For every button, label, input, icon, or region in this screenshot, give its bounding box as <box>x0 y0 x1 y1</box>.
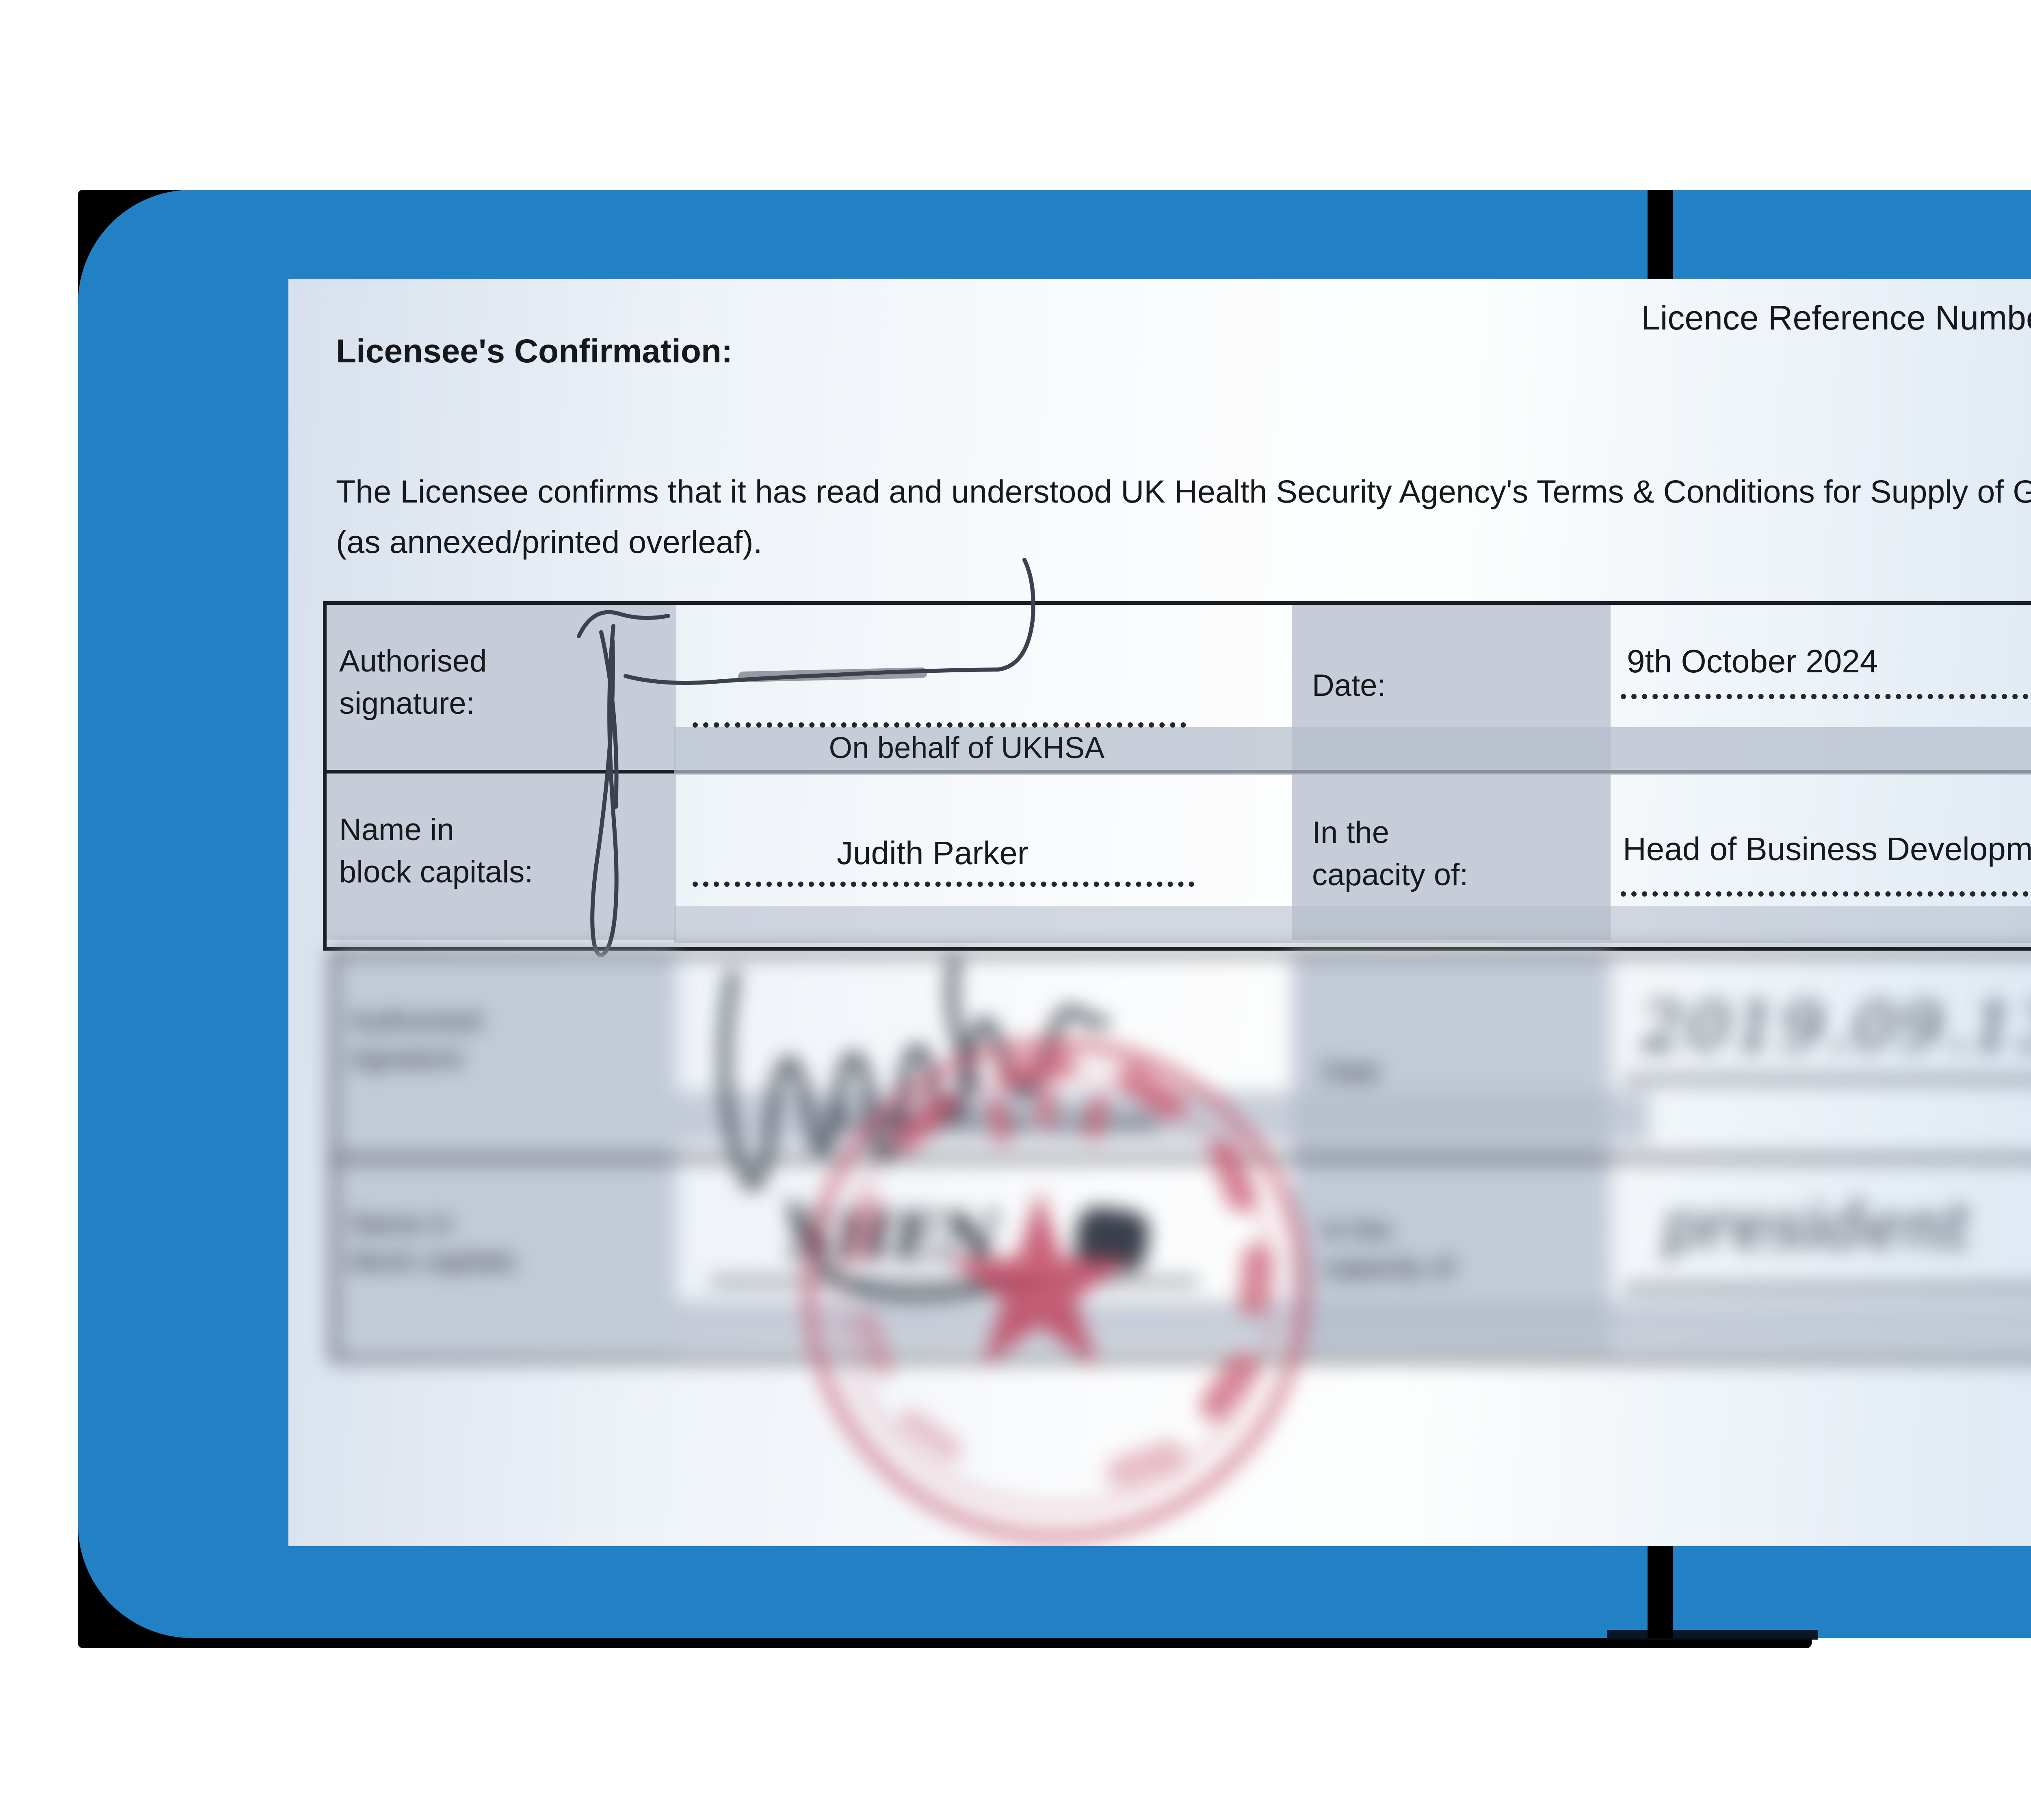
scanned-document: Licence Reference Number: BE20/123 Licen… <box>288 279 2031 1546</box>
handwritten-signature <box>577 558 1035 958</box>
signature-table <box>323 601 2031 951</box>
label-cell-authorised-signature <box>327 605 676 770</box>
capacity-dotted-line <box>1621 891 2031 897</box>
scan-band <box>674 906 2031 943</box>
name-label: Name in block capitals: <box>339 812 533 889</box>
confirmation-paragraph: The Licensee confirms that it has read a… <box>336 473 2031 560</box>
date-value: 9th October 2024 <box>1627 643 1878 679</box>
scan-band <box>674 727 2031 775</box>
on-behalf-note: On behalf of UKHSA <box>829 731 1105 765</box>
signature-dotted-line <box>693 722 1186 728</box>
page-title: Licensee's Confirmation: <box>336 333 733 370</box>
capacity-value: Head of Business Development <box>1623 831 2031 867</box>
spine-shadow <box>1607 1630 1818 1640</box>
capacity-label: In the capacity of: <box>1312 815 1468 892</box>
name-value: Judith Parker <box>837 835 1028 871</box>
name-dotted-line <box>693 882 1194 887</box>
date-dotted-line <box>1621 694 2031 699</box>
authorised-signature-label: Authorised signature: <box>339 644 487 721</box>
date-label: Date: <box>1312 668 1386 703</box>
licence-reference-line: Licence Reference Number: BE20/123 <box>1641 298 2031 338</box>
licence-reference-label: Licence Reference Number: <box>1641 299 2031 337</box>
